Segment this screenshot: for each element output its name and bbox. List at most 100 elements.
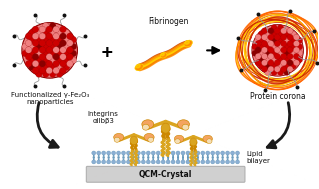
Text: +: +	[101, 45, 114, 60]
Circle shape	[281, 34, 287, 40]
Circle shape	[255, 53, 261, 59]
Circle shape	[29, 29, 35, 36]
Ellipse shape	[144, 133, 154, 141]
Circle shape	[281, 47, 287, 53]
Circle shape	[265, 44, 271, 50]
Ellipse shape	[161, 123, 170, 133]
Point	[235, 36, 241, 40]
Circle shape	[262, 66, 268, 72]
Circle shape	[36, 71, 42, 77]
Circle shape	[252, 44, 258, 50]
Circle shape	[60, 67, 66, 74]
Point	[256, 12, 261, 15]
Circle shape	[290, 31, 296, 37]
Circle shape	[53, 33, 59, 40]
Text: Lipid
bilayer: Lipid bilayer	[246, 151, 270, 164]
Circle shape	[70, 36, 77, 43]
Circle shape	[29, 36, 35, 43]
Circle shape	[107, 151, 111, 155]
Ellipse shape	[135, 64, 143, 70]
Circle shape	[112, 151, 115, 155]
Circle shape	[32, 60, 39, 67]
Circle shape	[146, 151, 150, 155]
Circle shape	[151, 151, 155, 155]
Circle shape	[268, 34, 274, 40]
Circle shape	[268, 66, 274, 72]
Circle shape	[262, 28, 268, 34]
Circle shape	[201, 151, 205, 155]
Ellipse shape	[114, 137, 120, 142]
Circle shape	[67, 60, 73, 67]
Circle shape	[156, 160, 160, 164]
Circle shape	[67, 53, 73, 60]
Circle shape	[258, 50, 264, 56]
Circle shape	[63, 43, 70, 50]
Ellipse shape	[114, 133, 124, 141]
Circle shape	[176, 151, 180, 155]
Circle shape	[39, 26, 46, 33]
Circle shape	[22, 50, 28, 57]
Circle shape	[49, 43, 56, 50]
Circle shape	[181, 160, 185, 164]
Circle shape	[201, 160, 205, 164]
Circle shape	[49, 29, 56, 36]
Circle shape	[25, 60, 32, 67]
Circle shape	[126, 151, 130, 155]
Ellipse shape	[185, 41, 189, 44]
Ellipse shape	[136, 65, 140, 68]
Circle shape	[56, 71, 63, 77]
Point	[294, 86, 300, 89]
Circle shape	[265, 50, 271, 56]
Circle shape	[56, 36, 63, 43]
Circle shape	[271, 31, 277, 37]
Circle shape	[97, 160, 101, 164]
Circle shape	[284, 31, 290, 37]
Circle shape	[36, 29, 42, 36]
Circle shape	[39, 33, 46, 40]
Circle shape	[181, 151, 185, 155]
Circle shape	[196, 151, 200, 155]
Ellipse shape	[142, 124, 149, 130]
Circle shape	[231, 160, 234, 164]
Circle shape	[221, 160, 225, 164]
Circle shape	[56, 43, 63, 50]
Ellipse shape	[178, 120, 189, 129]
Circle shape	[191, 160, 195, 164]
Circle shape	[255, 41, 261, 47]
Circle shape	[67, 33, 73, 40]
Circle shape	[271, 63, 277, 69]
Circle shape	[278, 63, 284, 69]
Circle shape	[102, 160, 106, 164]
Circle shape	[255, 47, 261, 53]
Circle shape	[56, 64, 63, 70]
Circle shape	[206, 160, 210, 164]
Circle shape	[235, 160, 240, 164]
Circle shape	[53, 40, 59, 46]
Circle shape	[46, 67, 53, 74]
Circle shape	[281, 41, 287, 47]
Ellipse shape	[161, 53, 164, 56]
Circle shape	[116, 151, 121, 155]
Circle shape	[293, 47, 300, 53]
Ellipse shape	[174, 135, 184, 142]
Circle shape	[97, 151, 101, 155]
Circle shape	[274, 28, 280, 34]
Circle shape	[42, 29, 49, 36]
Circle shape	[63, 57, 70, 64]
Circle shape	[39, 53, 46, 60]
Circle shape	[22, 23, 78, 78]
Circle shape	[278, 57, 284, 63]
Circle shape	[262, 60, 268, 66]
Circle shape	[36, 36, 42, 43]
Circle shape	[284, 44, 290, 50]
Circle shape	[262, 34, 268, 40]
Circle shape	[287, 60, 293, 66]
Circle shape	[146, 160, 150, 164]
Circle shape	[25, 33, 32, 40]
Circle shape	[171, 160, 175, 164]
Ellipse shape	[184, 40, 192, 47]
Circle shape	[268, 41, 274, 47]
Circle shape	[211, 160, 215, 164]
Circle shape	[56, 50, 63, 57]
Circle shape	[293, 60, 300, 66]
